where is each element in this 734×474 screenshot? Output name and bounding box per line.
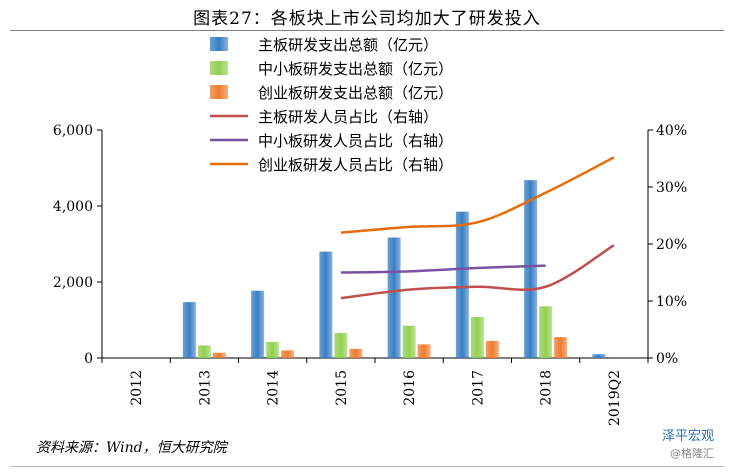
bar-gem: [554, 337, 568, 358]
y-left-tick-label: 6,000: [53, 123, 93, 139]
bar-sme: [197, 345, 211, 358]
x-tick-label: 2016: [402, 370, 418, 406]
bar-sme: [266, 342, 280, 358]
bar-sme: [334, 332, 348, 358]
bottom-divider: [10, 466, 724, 467]
x-tick-label: 2014: [266, 370, 282, 406]
x-tick-label: 2019Q2: [607, 370, 623, 426]
bar-main: [592, 354, 606, 358]
watermark-account: 泽平宏观: [661, 429, 714, 444]
x-tick-label: 2013: [197, 370, 213, 406]
title-divider: [10, 30, 724, 31]
legend-label: 创业板研发人员占比（右轴）: [258, 156, 453, 174]
watermark: 泽平宏观 @格隆汇: [662, 428, 714, 462]
chart-title: 图表27：各板块上市公司均加大了研发投入: [193, 9, 541, 29]
y-left-tick-label: 0: [84, 351, 93, 367]
legend-label: 创业板研发支出总额（亿元）: [258, 84, 453, 102]
bar-main: [455, 211, 469, 358]
legend-label: 中小板研发支出总额（亿元）: [258, 60, 453, 78]
y-left-tick-label: 4,000: [53, 199, 93, 215]
x-tick-label: 2018: [539, 370, 555, 406]
bar-gem: [485, 340, 499, 358]
bar-gem: [417, 344, 431, 358]
bar-gem: [349, 348, 363, 358]
x-tick-label: 2017: [470, 370, 486, 406]
watermark-sub: @格隆汇: [670, 447, 714, 460]
bar-sme: [402, 325, 416, 358]
source-note: 资料来源：Wind，恒大研究院: [36, 440, 227, 456]
x-tick-label: 2015: [334, 370, 350, 406]
y-right-tick-label: 0%: [656, 351, 678, 367]
legend-swatch: [210, 61, 228, 75]
line-sme: [340, 264, 546, 274]
bar-sme: [539, 306, 553, 358]
bar-sme: [470, 316, 484, 358]
bar-gem: [281, 350, 295, 358]
x-tick-label: 2012: [129, 370, 145, 406]
bar-main: [319, 251, 333, 358]
bar-main: [387, 237, 401, 358]
legend-label: 主板研发人员占比（右轴）: [258, 108, 438, 126]
y-left-tick-label: 2,000: [53, 275, 93, 291]
bar-gem: [212, 352, 226, 358]
legend-label: 中小板研发人员占比（右轴）: [258, 132, 453, 150]
y-right-tick-label: 40%: [656, 123, 687, 139]
legend-swatch: [210, 37, 228, 51]
y-right-tick-label: 30%: [656, 180, 687, 196]
bar-main: [251, 290, 265, 358]
bar-main: [182, 302, 196, 358]
legend-label: 主板研发支出总额（亿元）: [258, 36, 438, 54]
y-right-tick-label: 20%: [656, 237, 687, 253]
legend-swatch: [210, 85, 228, 99]
bar-main: [524, 180, 538, 358]
line-main: [340, 244, 615, 300]
y-right-tick-label: 10%: [656, 294, 687, 310]
line-gem: [340, 156, 615, 234]
